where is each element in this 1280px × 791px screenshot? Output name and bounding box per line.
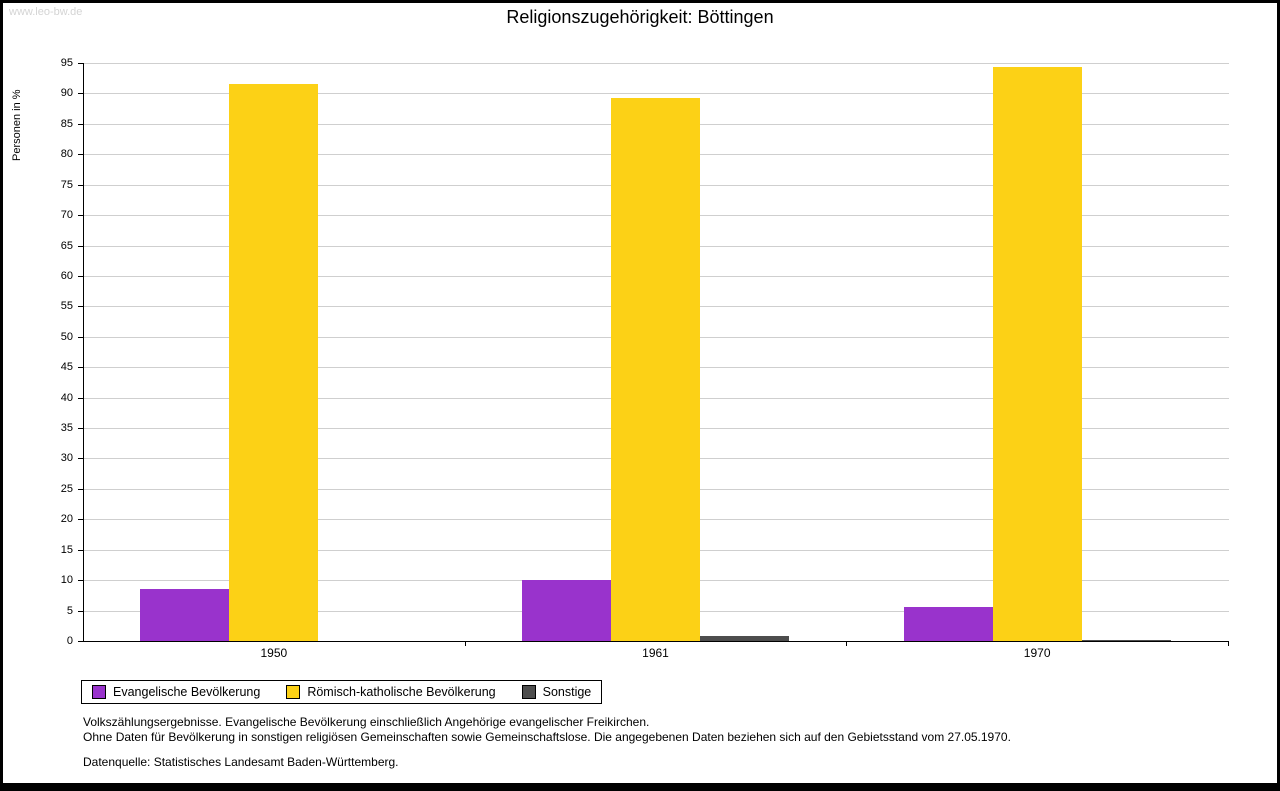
bar-1970-1 — [992, 66, 1082, 641]
bar-1970-2 — [1081, 639, 1171, 641]
y-tick — [78, 367, 83, 368]
legend-item-sonstige: Sonstige — [521, 685, 592, 699]
x-tick-label: 1950 — [260, 646, 288, 660]
y-tick-label: 70 — [60, 209, 73, 221]
x-tick — [846, 642, 847, 646]
y-tick-label: 35 — [60, 422, 73, 434]
bar-1950-1 — [229, 84, 319, 641]
footnote-line-2: Ohne Daten für Bevölkerung in sonstigen … — [83, 730, 1011, 744]
y-tick-label: 80 — [60, 148, 73, 160]
x-tick — [465, 642, 466, 646]
legend-item-katholisch: Römisch-katholische Bevölkerung — [286, 685, 496, 699]
legend-label: Evangelische Bevölkerung — [113, 685, 261, 699]
x-tick-label: 1970 — [1023, 646, 1051, 660]
bar-1950-0 — [140, 589, 230, 641]
y-tick-label: 5 — [66, 605, 73, 617]
y-tick — [78, 124, 83, 125]
bar-1961-0 — [522, 579, 611, 641]
footnote-line-1: Volkszählungsergebnisse. Evangelische Be… — [83, 715, 650, 729]
y-tick — [78, 215, 83, 216]
y-tick — [78, 337, 83, 338]
y-tick-label: 0 — [66, 635, 73, 647]
y-tick-label: 50 — [60, 331, 73, 343]
y-tick-label: 95 — [60, 57, 73, 69]
y-tick-label: 45 — [60, 361, 73, 373]
legend-swatch-sonstige — [521, 685, 536, 699]
y-tick — [78, 428, 83, 429]
y-tick-label: 30 — [60, 452, 73, 464]
y-tick — [78, 246, 83, 247]
gridline — [84, 63, 1229, 64]
y-tick — [78, 611, 83, 612]
y-tick-label: 20 — [60, 513, 73, 525]
y-tick — [78, 489, 83, 490]
chart-area: Personen in % 0 5 10 15 20 25 30 35 40 45 50 55 60 65… — [3, 3, 1277, 783]
page-title: Religionszugehörigkeit: Böttingen — [506, 7, 774, 27]
footnote-source: Datenquelle: Statistisches Landesamt Bad… — [83, 755, 399, 769]
bar-1970-0 — [903, 606, 993, 641]
x-tick — [1228, 642, 1229, 646]
y-tick-label: 75 — [60, 179, 73, 191]
y-tick — [78, 63, 83, 64]
y-tick — [78, 93, 83, 94]
y-tick-label: 10 — [60, 574, 73, 586]
y-tick-label: 65 — [60, 240, 73, 252]
x-tick-label: 1961 — [642, 646, 669, 660]
y-tick-label: 40 — [60, 392, 73, 404]
legend-label: Sonstige — [542, 685, 592, 699]
y-tick-label: 60 — [60, 270, 73, 282]
bar-1961-2 — [700, 635, 789, 641]
y-tick — [78, 154, 83, 155]
y-tick — [78, 458, 83, 459]
y-tick — [78, 276, 83, 277]
y-tick-label: 15 — [60, 544, 73, 556]
y-tick-label: 90 — [60, 87, 73, 99]
legend: Evangelische Bevölkerung Römisch-katholi… — [81, 680, 603, 704]
y-tick — [78, 398, 83, 399]
y-tick-label: 25 — [60, 483, 73, 495]
plot-area — [83, 63, 1229, 642]
legend-item-evangelisch: Evangelische Bevölkerung — [92, 685, 260, 699]
y-tick — [78, 550, 83, 551]
legend-swatch-evangelisch — [92, 685, 106, 699]
y-tick — [78, 641, 83, 642]
y-tick-label: 55 — [60, 300, 73, 312]
y-tick-label: 85 — [60, 118, 73, 130]
y-tick — [78, 185, 83, 186]
y-tick — [78, 580, 83, 581]
legend-swatch-katholisch — [286, 685, 301, 699]
bar-1961-1 — [611, 98, 700, 641]
y-tick — [78, 306, 83, 307]
gridline — [84, 93, 1229, 94]
watermark: www.leo-bw.de — [9, 6, 83, 18]
legend-label: Römisch-katholische Bevölkerung — [307, 685, 496, 699]
footnotes: Volkszählungsergebnisse. Evangelische Be… — [83, 715, 1011, 770]
y-tick — [78, 519, 83, 520]
